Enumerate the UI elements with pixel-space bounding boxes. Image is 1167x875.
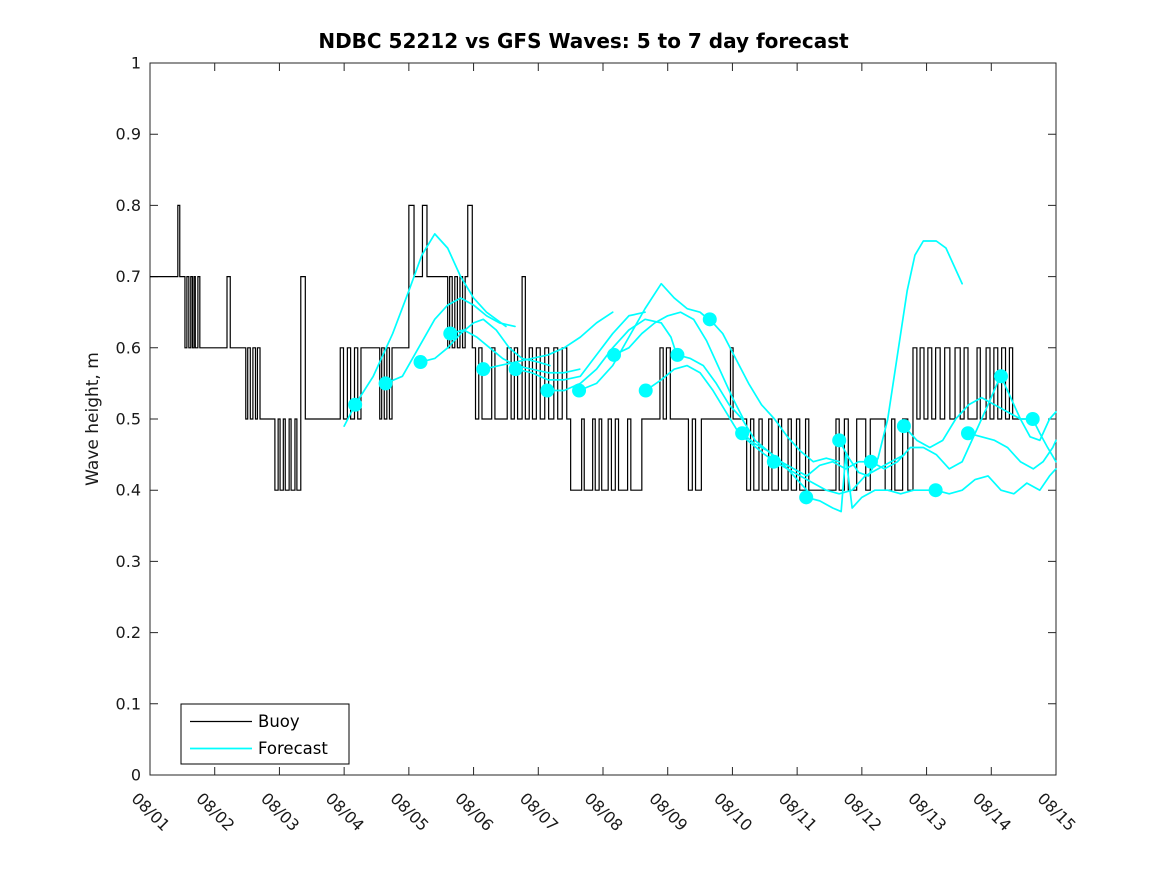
forecast-marker-dot [443, 326, 458, 341]
forecast-segment-line [578, 282, 710, 392]
y-tick-label: 0.6 [116, 338, 141, 357]
y-tick-label: 0.7 [116, 267, 141, 286]
y-tick-label: 0.3 [116, 552, 141, 571]
forecast-marker-dot [638, 383, 653, 398]
forecast-marker-dot [766, 454, 781, 469]
forecast-segment-line [546, 318, 678, 392]
forecast-segment-line [805, 453, 937, 513]
forecast-marker-dot [735, 426, 750, 441]
x-tick-label: 08/07 [516, 789, 562, 835]
forecast-marker-dot [508, 362, 523, 377]
forecast-segment-line [870, 375, 1002, 470]
forecast-segment-line [343, 233, 507, 427]
x-tick-label: 08/15 [1034, 789, 1080, 835]
y-tick-label: 0.1 [116, 694, 141, 713]
y-tick-label: 0.5 [116, 410, 141, 429]
forecast-marker-dot [413, 355, 428, 370]
forecast-segment-line [903, 396, 1034, 449]
legend-box [180, 703, 350, 765]
forecast-marker-dot [540, 383, 555, 398]
forecast-marker-dot [607, 347, 622, 362]
forecast-segment-line [934, 467, 1057, 495]
forecast-marker-dot [670, 347, 685, 362]
legend-entry-label: Forecast [258, 739, 328, 758]
x-tick-label: 08/12 [840, 789, 886, 835]
x-tick-label: 08/03 [257, 789, 303, 835]
forecast-marker-dot [832, 433, 847, 448]
x-tick-label: 08/04 [322, 789, 368, 835]
x-tick-label: 08/11 [775, 789, 821, 835]
forecast-marker-dot [476, 362, 491, 377]
forecast-marker-dot [896, 419, 911, 434]
forecast-segment-line [1031, 418, 1057, 463]
x-tick-label: 08/14 [969, 789, 1015, 835]
y-tick-label: 0.2 [116, 623, 141, 642]
y-tick-label: 0.9 [116, 125, 141, 144]
forecast-segment-line [774, 453, 906, 495]
forecast-marker-dot [1025, 412, 1040, 426]
x-tick-label: 08/08 [581, 789, 627, 835]
forecast-marker-dot [702, 312, 717, 327]
forecast-segment-line [708, 318, 841, 463]
x-tick-label: 08/02 [192, 789, 238, 835]
x-tick-label: 08/06 [451, 789, 497, 835]
forecast-marker-dot [928, 483, 943, 498]
forecast-marker-dot [378, 376, 393, 391]
forecast-segment-line [1000, 375, 1057, 442]
forecast-segment-line [644, 364, 776, 463]
forecast-segment-line [838, 240, 964, 477]
x-tick-label: 08/05 [387, 789, 433, 835]
chart-title: NDBC 52212 vs GFS Waves: 5 to 7 day fore… [318, 29, 849, 53]
forecast-marker-dot [960, 426, 975, 441]
y-tick-label: 0.4 [116, 481, 141, 500]
buoy-series-line [150, 204, 1027, 491]
forecast-marker-dot [799, 490, 814, 505]
forecast-segment-line [676, 354, 808, 492]
y-tick-label: 0.8 [116, 196, 141, 215]
x-tick-label: 08/01 [128, 789, 174, 835]
forecast-segment-line [384, 297, 516, 385]
forecast-marker-dot [863, 454, 878, 469]
axis-ticks [149, 62, 1057, 776]
forecast-segment-line [613, 311, 745, 420]
x-tick-label: 08/09 [645, 789, 691, 835]
forecast-segment-line [741, 432, 873, 477]
forecast-marker-dot [572, 383, 587, 398]
forecast-marker-dot [348, 397, 363, 412]
x-tick-label: 08/13 [904, 789, 950, 835]
legend-entry-label: Buoy [258, 712, 300, 731]
forecast-segment-line [482, 311, 614, 371]
x-tick-label: 08/10 [710, 789, 756, 835]
forecast-segment-line [514, 311, 646, 381]
forecast-marker-dot [993, 369, 1008, 384]
y-tick-label: 0 [131, 766, 141, 785]
y-tick-label: 1 [131, 54, 141, 73]
forecast-segment-line [449, 329, 581, 374]
